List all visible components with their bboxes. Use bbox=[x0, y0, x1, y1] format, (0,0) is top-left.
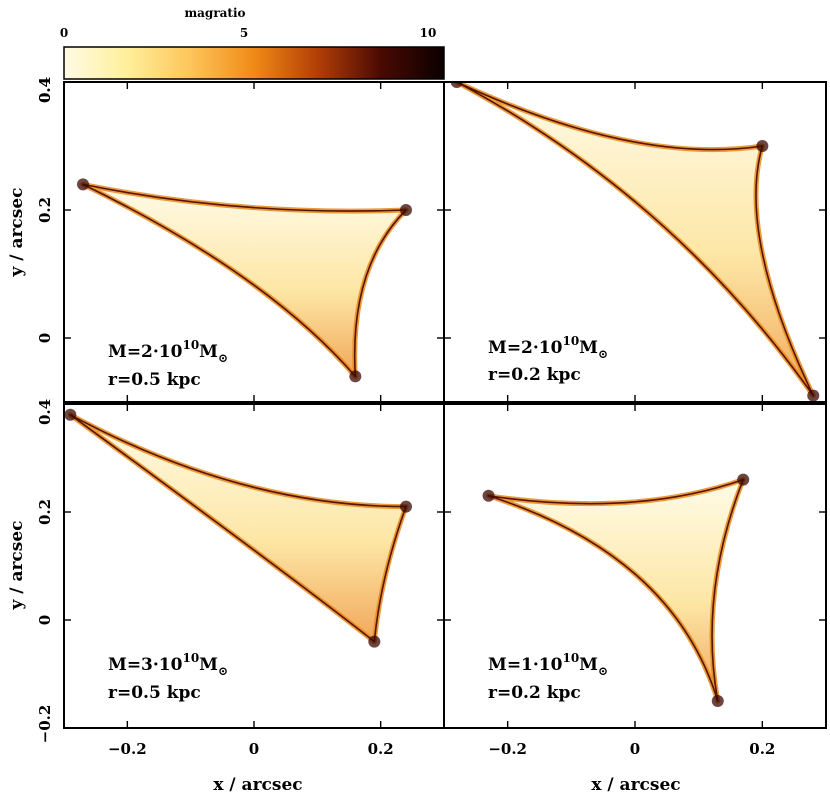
cusp-1 bbox=[737, 473, 750, 486]
caustic-edge bbox=[455, 82, 815, 397]
cusp-0 bbox=[77, 178, 89, 191]
caustic-region-bottom-right bbox=[482, 473, 750, 707]
y-tick-label: 0 bbox=[36, 615, 54, 625]
caustic-region-top-right bbox=[450, 82, 820, 402]
annotation-mass: M=3·1010M⊙ bbox=[108, 651, 228, 678]
annotation-mass: M=2·1010M⊙ bbox=[488, 334, 608, 361]
caustic-region-bottom-left bbox=[64, 408, 412, 648]
y-axis-label-bottom: y / arcsec bbox=[7, 521, 27, 611]
y-tick-label: 0.4 bbox=[36, 77, 54, 103]
caustic-fill bbox=[488, 479, 744, 701]
annotation-radius: r=0.2 kpc bbox=[488, 365, 581, 385]
x-tick-label: 0 bbox=[630, 740, 640, 758]
cusp-0 bbox=[450, 82, 463, 88]
panel-bottom-left: 0.4 0.2 0 −0.2 −0.2 0 0.2 M=3·1010M⊙ r=0.5 kpc bbox=[36, 399, 445, 758]
y-tick-label: 0.4 bbox=[36, 77, 54, 103]
colorbar-gradient bbox=[63, 46, 445, 80]
x-axis-label-left: x / arcsec bbox=[213, 775, 302, 795]
y-tick-label: 0.4 bbox=[36, 399, 54, 425]
caustic-fill bbox=[70, 414, 406, 642]
colorbar-tick-0: 0 bbox=[60, 26, 68, 40]
annotation-radius: r=0.5 kpc bbox=[108, 683, 201, 703]
colorbar-title: magratio bbox=[184, 6, 245, 20]
caustic-edge bbox=[487, 478, 745, 702]
x-tick-label: 0.2 bbox=[368, 740, 394, 758]
x-tick-label: 0 bbox=[249, 740, 259, 758]
x-tick-label: 0.2 bbox=[749, 740, 775, 758]
colorbar-tick-1: 5 bbox=[240, 26, 248, 40]
annotation-mass: M=1·1010M⊙ bbox=[488, 651, 608, 678]
y-tick-label: 0 bbox=[36, 333, 54, 343]
caustic-fill bbox=[83, 184, 406, 377]
cusp-2 bbox=[368, 635, 381, 648]
colorbar-tick-2: 10 bbox=[420, 26, 437, 40]
x-tick-label: −0.2 bbox=[108, 740, 147, 758]
cusp-0 bbox=[64, 408, 77, 421]
cusp-1 bbox=[400, 500, 412, 513]
cusp-1 bbox=[400, 204, 412, 216]
cusp-2 bbox=[349, 370, 362, 383]
cusp-2 bbox=[711, 695, 724, 707]
colorbar: magratio 0 5 10 bbox=[60, 6, 445, 80]
y-tick-label: 0.2 bbox=[36, 499, 54, 525]
cusp-0 bbox=[482, 489, 495, 502]
annotation-mass: M=2·1010M⊙ bbox=[108, 338, 228, 365]
panel-top-right: 0.4 M=2·1010M⊙ r=0.2 kpc bbox=[36, 77, 827, 403]
y-tick-label: 0.2 bbox=[36, 197, 54, 223]
y-tick-label: −0.2 bbox=[36, 705, 54, 744]
cusp-2 bbox=[807, 389, 820, 402]
x-tick-label: −0.2 bbox=[488, 740, 527, 758]
caustic-edge bbox=[82, 183, 407, 378]
panel-top-left: 0.4 0.2 0 M=2·1010M⊙ r=0.5 kpc bbox=[36, 77, 445, 403]
caustic-fill bbox=[456, 82, 814, 396]
cusp-1 bbox=[756, 140, 769, 152]
caustic-edge bbox=[69, 414, 407, 643]
annotation-radius: r=0.5 kpc bbox=[108, 370, 201, 390]
annotation-radius: r=0.2 kpc bbox=[488, 683, 581, 703]
caustic-region-top-left bbox=[77, 178, 412, 383]
panel-bottom-right: −0.2 0 0.2 M=1·1010M⊙ r=0.2 kpc bbox=[443, 403, 827, 758]
y-axis-label-top: y / arcsec bbox=[7, 188, 27, 278]
x-axis-label-right: x / arcsec bbox=[591, 775, 680, 795]
